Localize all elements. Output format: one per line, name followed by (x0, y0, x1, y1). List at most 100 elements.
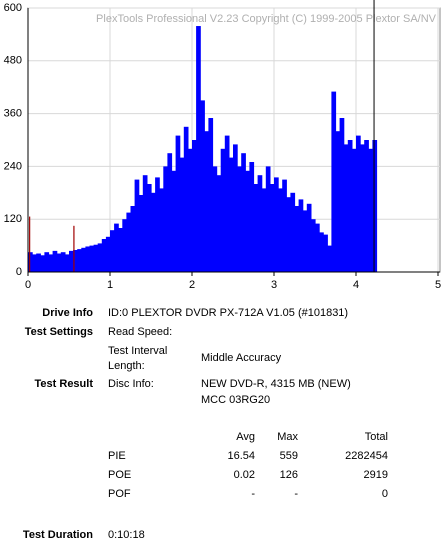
bar (372, 140, 378, 272)
field-value: Read Speed: (108, 326, 172, 338)
table-header: Total (365, 431, 388, 443)
field-value: Middle Accuracy (201, 352, 282, 364)
bar (118, 228, 123, 272)
bar (228, 157, 234, 272)
bar (48, 254, 54, 272)
field-label: Test Result (35, 378, 94, 390)
bar (155, 177, 160, 272)
bar (339, 118, 345, 272)
bar (253, 184, 259, 272)
bar (134, 179, 140, 272)
bar (323, 234, 328, 272)
bar (97, 243, 103, 272)
bar (32, 254, 37, 272)
bar (257, 175, 263, 272)
bar (93, 244, 99, 272)
bar (356, 135, 361, 272)
bar (192, 140, 197, 272)
table-cell: POF (108, 488, 131, 500)
table-cell: 2282454 (345, 450, 388, 462)
bar (265, 166, 271, 272)
x-tick-label: 3 (271, 279, 277, 291)
bar (298, 199, 304, 272)
table-cell: 16.54 (227, 450, 255, 462)
bar (126, 212, 132, 272)
field-label: Test Settings (25, 326, 93, 338)
bar (44, 252, 50, 272)
bar (245, 170, 250, 272)
bar (319, 232, 324, 272)
field-value: Disc Info: (108, 378, 154, 390)
y-tick-label: 240 (4, 160, 22, 172)
bar (290, 192, 296, 272)
bar (167, 153, 173, 272)
bar (159, 188, 164, 272)
bar (241, 153, 246, 272)
bar (200, 100, 205, 273)
table-cell: 2919 (364, 469, 388, 481)
bar (351, 148, 357, 272)
field-value: NEW DVD-R, 4315 MB (NEW) (201, 378, 351, 390)
watermark: PlexTools Professional V2.23 Copyright (… (96, 13, 437, 25)
field-value: Test Interval (108, 345, 167, 357)
x-tick-label: 1 (107, 279, 113, 291)
bar (216, 175, 222, 272)
bar (64, 254, 70, 272)
bar (187, 148, 193, 272)
bar (212, 166, 218, 272)
bar (52, 250, 58, 272)
field-value: ID:0 PLEXTOR DVDR PX-712A V1.05 (#101831… (108, 307, 348, 319)
bar (364, 140, 369, 272)
bar (306, 203, 312, 272)
bar (40, 255, 45, 272)
bar (175, 135, 181, 272)
bar (282, 179, 287, 272)
bar (60, 252, 66, 272)
table-body: PIE 16.54 559 2282454 POE 0.02 126 2919 POF - - 0 (108, 450, 388, 500)
bar (77, 249, 82, 272)
bar (56, 253, 62, 272)
y-tick-label: 480 (4, 55, 22, 67)
field-value: 0:10:18 (108, 529, 145, 541)
table-cell: 559 (280, 450, 298, 462)
bar (85, 246, 91, 272)
y-tick-label: 600 (4, 2, 22, 14)
bar (73, 250, 78, 272)
field-label: Drive Info (42, 307, 93, 319)
field-label: Test Duration (23, 529, 93, 541)
table-cell: - (251, 488, 255, 500)
bar (294, 206, 300, 272)
x-tick-label: 4 (353, 279, 359, 291)
bar (151, 192, 156, 272)
table-cell: 0 (382, 488, 388, 500)
bar (327, 245, 332, 272)
bar (130, 206, 136, 272)
bar (171, 170, 177, 272)
bar (114, 223, 119, 272)
bar (274, 177, 279, 272)
bar (36, 253, 41, 272)
bar (179, 157, 185, 272)
bar (335, 131, 341, 272)
y-tick-label: 360 (4, 108, 22, 120)
y-tick-label: 0 (16, 266, 22, 278)
bar (163, 166, 168, 272)
x-tick-label: 5 (435, 279, 441, 291)
field-value: MCC 03RG20 (201, 394, 270, 406)
x-tick-label: 0 (25, 279, 31, 291)
bar (249, 162, 255, 272)
bar (196, 26, 201, 272)
bar (204, 131, 209, 272)
bar (237, 166, 242, 272)
bar (233, 144, 238, 272)
field-value: Length: (108, 360, 145, 372)
bar (360, 144, 365, 272)
bar (343, 144, 349, 272)
bar (69, 250, 74, 272)
bar (138, 195, 144, 272)
table-header: Max (277, 431, 298, 443)
bar (278, 188, 283, 272)
bar (142, 175, 148, 272)
